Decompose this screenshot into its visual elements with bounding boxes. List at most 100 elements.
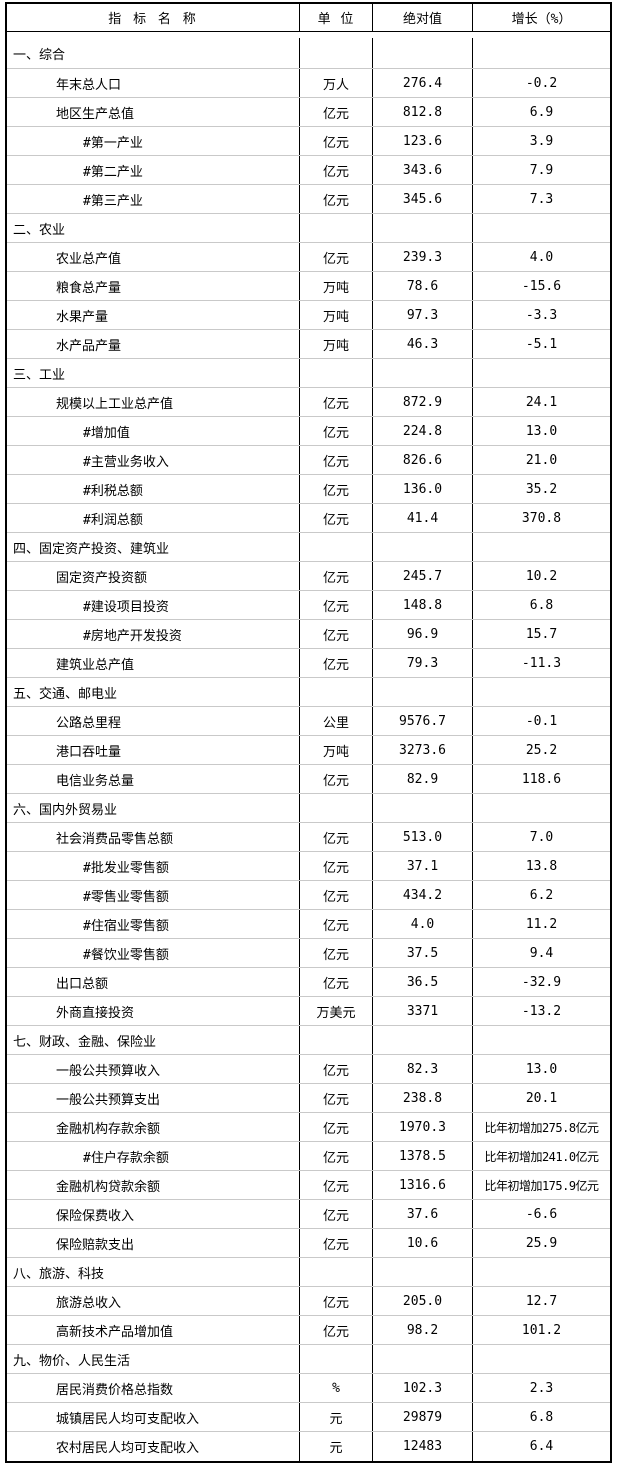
unit-cell — [300, 794, 373, 822]
unit-cell: 亿元 — [300, 388, 373, 416]
absolute-value-cell: 4.0 — [373, 910, 473, 938]
absolute-value-cell: 82.3 — [373, 1055, 473, 1083]
growth-cell — [473, 1026, 610, 1054]
growth-cell: 101.2 — [521, 1322, 562, 1338]
table-row: #主营业务收入 亿元 826.6 21.0 — [7, 446, 610, 475]
growth-cell — [473, 1345, 610, 1373]
growth-cell: 7.3 — [529, 191, 554, 207]
unit-cell: 亿元 — [300, 1200, 373, 1228]
unit-cell: 亿元 — [300, 649, 373, 677]
table-row: #第一产业 亿元 123.6 3.9 — [7, 127, 610, 156]
absolute-value-cell: 3371 — [373, 997, 473, 1025]
absolute-value-cell: 46.3 — [373, 330, 473, 358]
table-row: 三、工业 — [7, 359, 610, 388]
unit-cell: 亿元 — [300, 1084, 373, 1112]
unit-cell: 亿元 — [300, 156, 373, 184]
absolute-value-cell: 78.6 — [373, 272, 473, 300]
indicator-name-cell: 建筑业总产值 — [7, 649, 300, 677]
absolute-value-cell: 513.0 — [373, 823, 473, 851]
table-row: 水产品产量 万吨 46.3 -5.1 — [7, 330, 610, 359]
absolute-value-cell: 10.6 — [373, 1229, 473, 1257]
table-row: 公路总里程 公里 9576.7 -0.1 — [7, 707, 610, 736]
table-row: #建设项目投资 亿元 148.8 6.8 — [7, 591, 610, 620]
unit-cell: 亿元 — [300, 562, 373, 590]
table-row: 农村居民人均可支配收入 元 12483 6.4 — [7, 1432, 610, 1461]
indicator-name-cell: #第三产业 — [7, 185, 300, 213]
absolute-value-cell: 37.6 — [373, 1200, 473, 1228]
unit-cell: 亿元 — [300, 127, 373, 155]
indicator-name-cell: #建设项目投资 — [7, 591, 300, 619]
table-row: 建筑业总产值 亿元 79.3 -11.3 — [7, 649, 610, 678]
unit-cell: 亿元 — [300, 98, 373, 126]
table-row: #第二产业 亿元 343.6 7.9 — [7, 156, 610, 185]
table-row: #增加值 亿元 224.8 13.0 — [7, 417, 610, 446]
unit-cell: 亿元 — [300, 243, 373, 271]
growth-cell: -11.3 — [521, 655, 562, 671]
table-row: #利税总额 亿元 136.0 35.2 — [7, 475, 610, 504]
absolute-value-cell: 276.4 — [373, 69, 473, 97]
indicator-name-cell: 出口总额 — [7, 968, 300, 996]
table-row: 九、物价、人民生活 — [7, 1345, 610, 1374]
table-row: #住户存款余额 亿元 1378.5 比年初增加241.0亿元 — [7, 1142, 610, 1171]
indicator-name-cell: 粮食总产量 — [7, 272, 300, 300]
indicator-name-cell: 城镇居民人均可支配收入 — [7, 1403, 300, 1431]
indicator-name-cell: 八、旅游、科技 — [7, 1258, 300, 1286]
growth-cell: 25.9 — [525, 1235, 558, 1251]
unit-cell — [300, 359, 373, 387]
growth-cell: 13.0 — [525, 423, 558, 439]
growth-cell: 118.6 — [521, 771, 562, 787]
growth-cell: 9.4 — [529, 945, 554, 961]
indicator-name-cell: 一般公共预算支出 — [7, 1084, 300, 1112]
absolute-value-cell: 345.6 — [373, 185, 473, 213]
indicator-name-cell: 九、物价、人民生活 — [7, 1345, 300, 1373]
indicator-name-cell: #利润总额 — [7, 504, 300, 532]
growth-cell — [473, 678, 610, 706]
indicator-name-cell: 金融机构贷款余额 — [7, 1171, 300, 1199]
indicator-name-cell: 水产品产量 — [7, 330, 300, 358]
table-header-row: 指 标 名 称 单 位 绝对值 增长（%） — [7, 4, 610, 32]
absolute-value-cell: 343.6 — [373, 156, 473, 184]
unit-cell — [300, 533, 373, 561]
indicator-name-cell: #第二产业 — [7, 156, 300, 184]
absolute-value-cell — [373, 38, 473, 68]
absolute-value-cell: 3273.6 — [373, 736, 473, 764]
unit-cell: 亿元 — [300, 1287, 373, 1315]
indicator-name-cell: 农业总产值 — [7, 243, 300, 271]
table-row: 一般公共预算支出 亿元 238.8 20.1 — [7, 1084, 610, 1113]
absolute-value-cell: 12483 — [373, 1432, 473, 1461]
absolute-value-cell — [373, 214, 473, 242]
table-row: 高新技术产品增加值 亿元 98.2 101.2 — [7, 1316, 610, 1345]
indicator-name-cell: 农村居民人均可支配收入 — [7, 1432, 300, 1461]
table-row: 城镇居民人均可支配收入 元 29879 6.8 — [7, 1403, 610, 1432]
col-header-unit: 单 位 — [300, 4, 373, 31]
growth-cell: 12.7 — [525, 1293, 558, 1309]
growth-cell: -0.2 — [525, 75, 558, 91]
indicator-name-cell: 年末总人口 — [7, 69, 300, 97]
growth-cell: -15.6 — [521, 278, 562, 294]
table-row: 社会消费品零售总额 亿元 513.0 7.0 — [7, 823, 610, 852]
absolute-value-cell — [373, 794, 473, 822]
growth-cell: 35.2 — [525, 481, 558, 497]
growth-cell: 7.0 — [529, 829, 554, 845]
col-header-indicator-name: 指 标 名 称 — [7, 4, 300, 31]
unit-cell: 亿元 — [300, 823, 373, 851]
unit-cell: 亿元 — [300, 1055, 373, 1083]
growth-cell: 4.0 — [529, 249, 554, 265]
table-row: 粮食总产量 万吨 78.6 -15.6 — [7, 272, 610, 301]
absolute-value-cell: 37.1 — [373, 852, 473, 880]
absolute-value-cell: 82.9 — [373, 765, 473, 793]
unit-cell: 万吨 — [300, 301, 373, 329]
growth-cell: 6.2 — [529, 887, 554, 903]
unit-cell: 万吨 — [300, 272, 373, 300]
unit-cell: 亿元 — [300, 591, 373, 619]
statistical-indicators-table: 指 标 名 称 单 位 绝对值 增长（%） 一、综合 年末总人口 万人 276.… — [5, 2, 612, 1463]
unit-cell: 亿元 — [300, 852, 373, 880]
absolute-value-cell: 9576.7 — [373, 707, 473, 735]
table-row: 金融机构存款余额 亿元 1970.3 比年初增加275.8亿元 — [7, 1113, 610, 1142]
growth-cell: -3.3 — [525, 307, 558, 323]
unit-cell: 亿元 — [300, 968, 373, 996]
col-header-growth-percent: 增长（%） — [511, 12, 572, 27]
unit-cell: 亿元 — [300, 1113, 373, 1141]
absolute-value-cell: 97.3 — [373, 301, 473, 329]
